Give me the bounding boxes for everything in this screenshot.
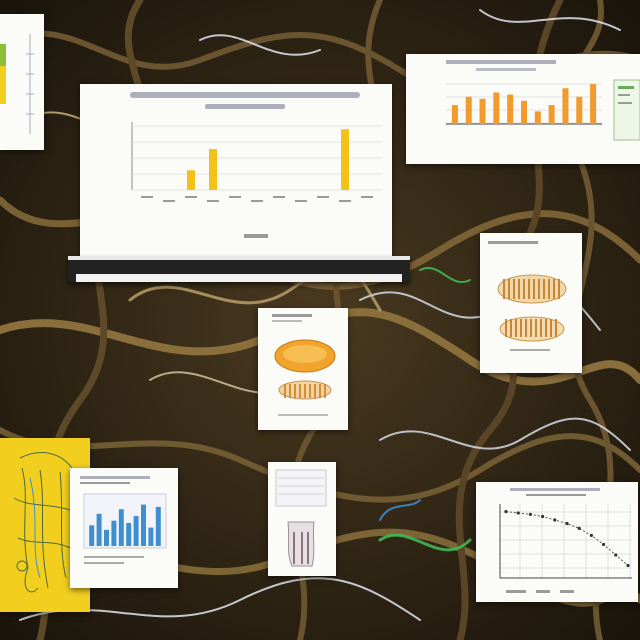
blurred-tick-label xyxy=(317,196,329,198)
blurred-tick-label xyxy=(229,196,241,198)
blue-bar xyxy=(96,513,102,546)
right-specimen-card xyxy=(480,233,582,373)
top-right-bar xyxy=(548,105,555,124)
top-right-bar xyxy=(534,111,541,124)
main-bar-chart xyxy=(130,92,382,238)
blue-bar xyxy=(141,504,146,546)
line-chart xyxy=(499,488,632,593)
line-chart-card xyxy=(476,482,638,602)
figure-sketch-icon xyxy=(275,469,327,567)
top-right-bar xyxy=(576,96,583,124)
top-right-bar-chart-card xyxy=(406,54,640,164)
blue-bar xyxy=(148,527,154,546)
blurred-tick-label xyxy=(163,200,175,202)
main-bar xyxy=(187,170,195,190)
top-right-bar-chart xyxy=(446,60,640,141)
line-point xyxy=(614,553,618,557)
line-point xyxy=(626,563,630,568)
blue-bar xyxy=(118,509,124,546)
orange-shell-icon xyxy=(274,339,336,400)
line-point xyxy=(589,533,593,537)
main-bar xyxy=(341,129,349,190)
top-right-bar xyxy=(521,100,527,124)
figure-sketch-card xyxy=(268,462,336,576)
line-point xyxy=(528,512,532,516)
top-left-partial-card xyxy=(0,14,44,150)
anatomy-sketch-icon xyxy=(13,452,77,593)
blue-bar xyxy=(133,516,139,546)
blue-bar-chart-card xyxy=(70,468,178,588)
blue-bar xyxy=(89,525,95,546)
line-point xyxy=(577,526,581,530)
top-right-bar xyxy=(479,98,486,124)
blurred-tick-label xyxy=(295,200,307,202)
line-point xyxy=(541,514,545,519)
main-card-stand xyxy=(68,256,410,282)
line-point xyxy=(602,542,606,547)
main-bar xyxy=(209,149,217,190)
middle-specimen-card xyxy=(258,308,348,430)
blue-bar xyxy=(155,506,161,546)
blurred-tick-label xyxy=(141,196,153,198)
main-bar-chart-card xyxy=(80,84,392,256)
top-right-bar xyxy=(493,92,500,124)
top-right-bar xyxy=(590,84,597,124)
blurred-tick-label xyxy=(361,196,373,198)
line-point xyxy=(553,518,557,522)
blue-bar xyxy=(111,520,117,546)
top-right-bar xyxy=(562,88,569,124)
top-right-bar xyxy=(507,94,514,124)
line-point xyxy=(504,510,508,514)
blue-bar-chart xyxy=(80,476,167,564)
blurred-tick-label xyxy=(273,196,285,198)
blue-bar xyxy=(126,523,132,546)
blurred-title-line-2 xyxy=(205,104,285,109)
gill-specimen-icon xyxy=(497,274,567,342)
top-right-bar xyxy=(465,96,472,124)
top-right-bar xyxy=(451,105,458,124)
blurred-tick-label xyxy=(207,200,219,202)
blurred-x-axis-label xyxy=(244,234,268,238)
blurred-title-line-1 xyxy=(130,92,360,98)
line-point xyxy=(565,521,569,526)
blurred-tick-label xyxy=(251,200,263,202)
blurred-tick-label xyxy=(339,200,351,202)
blurred-tick-label xyxy=(185,196,197,198)
line-point xyxy=(516,511,520,515)
blue-bar xyxy=(104,529,109,546)
